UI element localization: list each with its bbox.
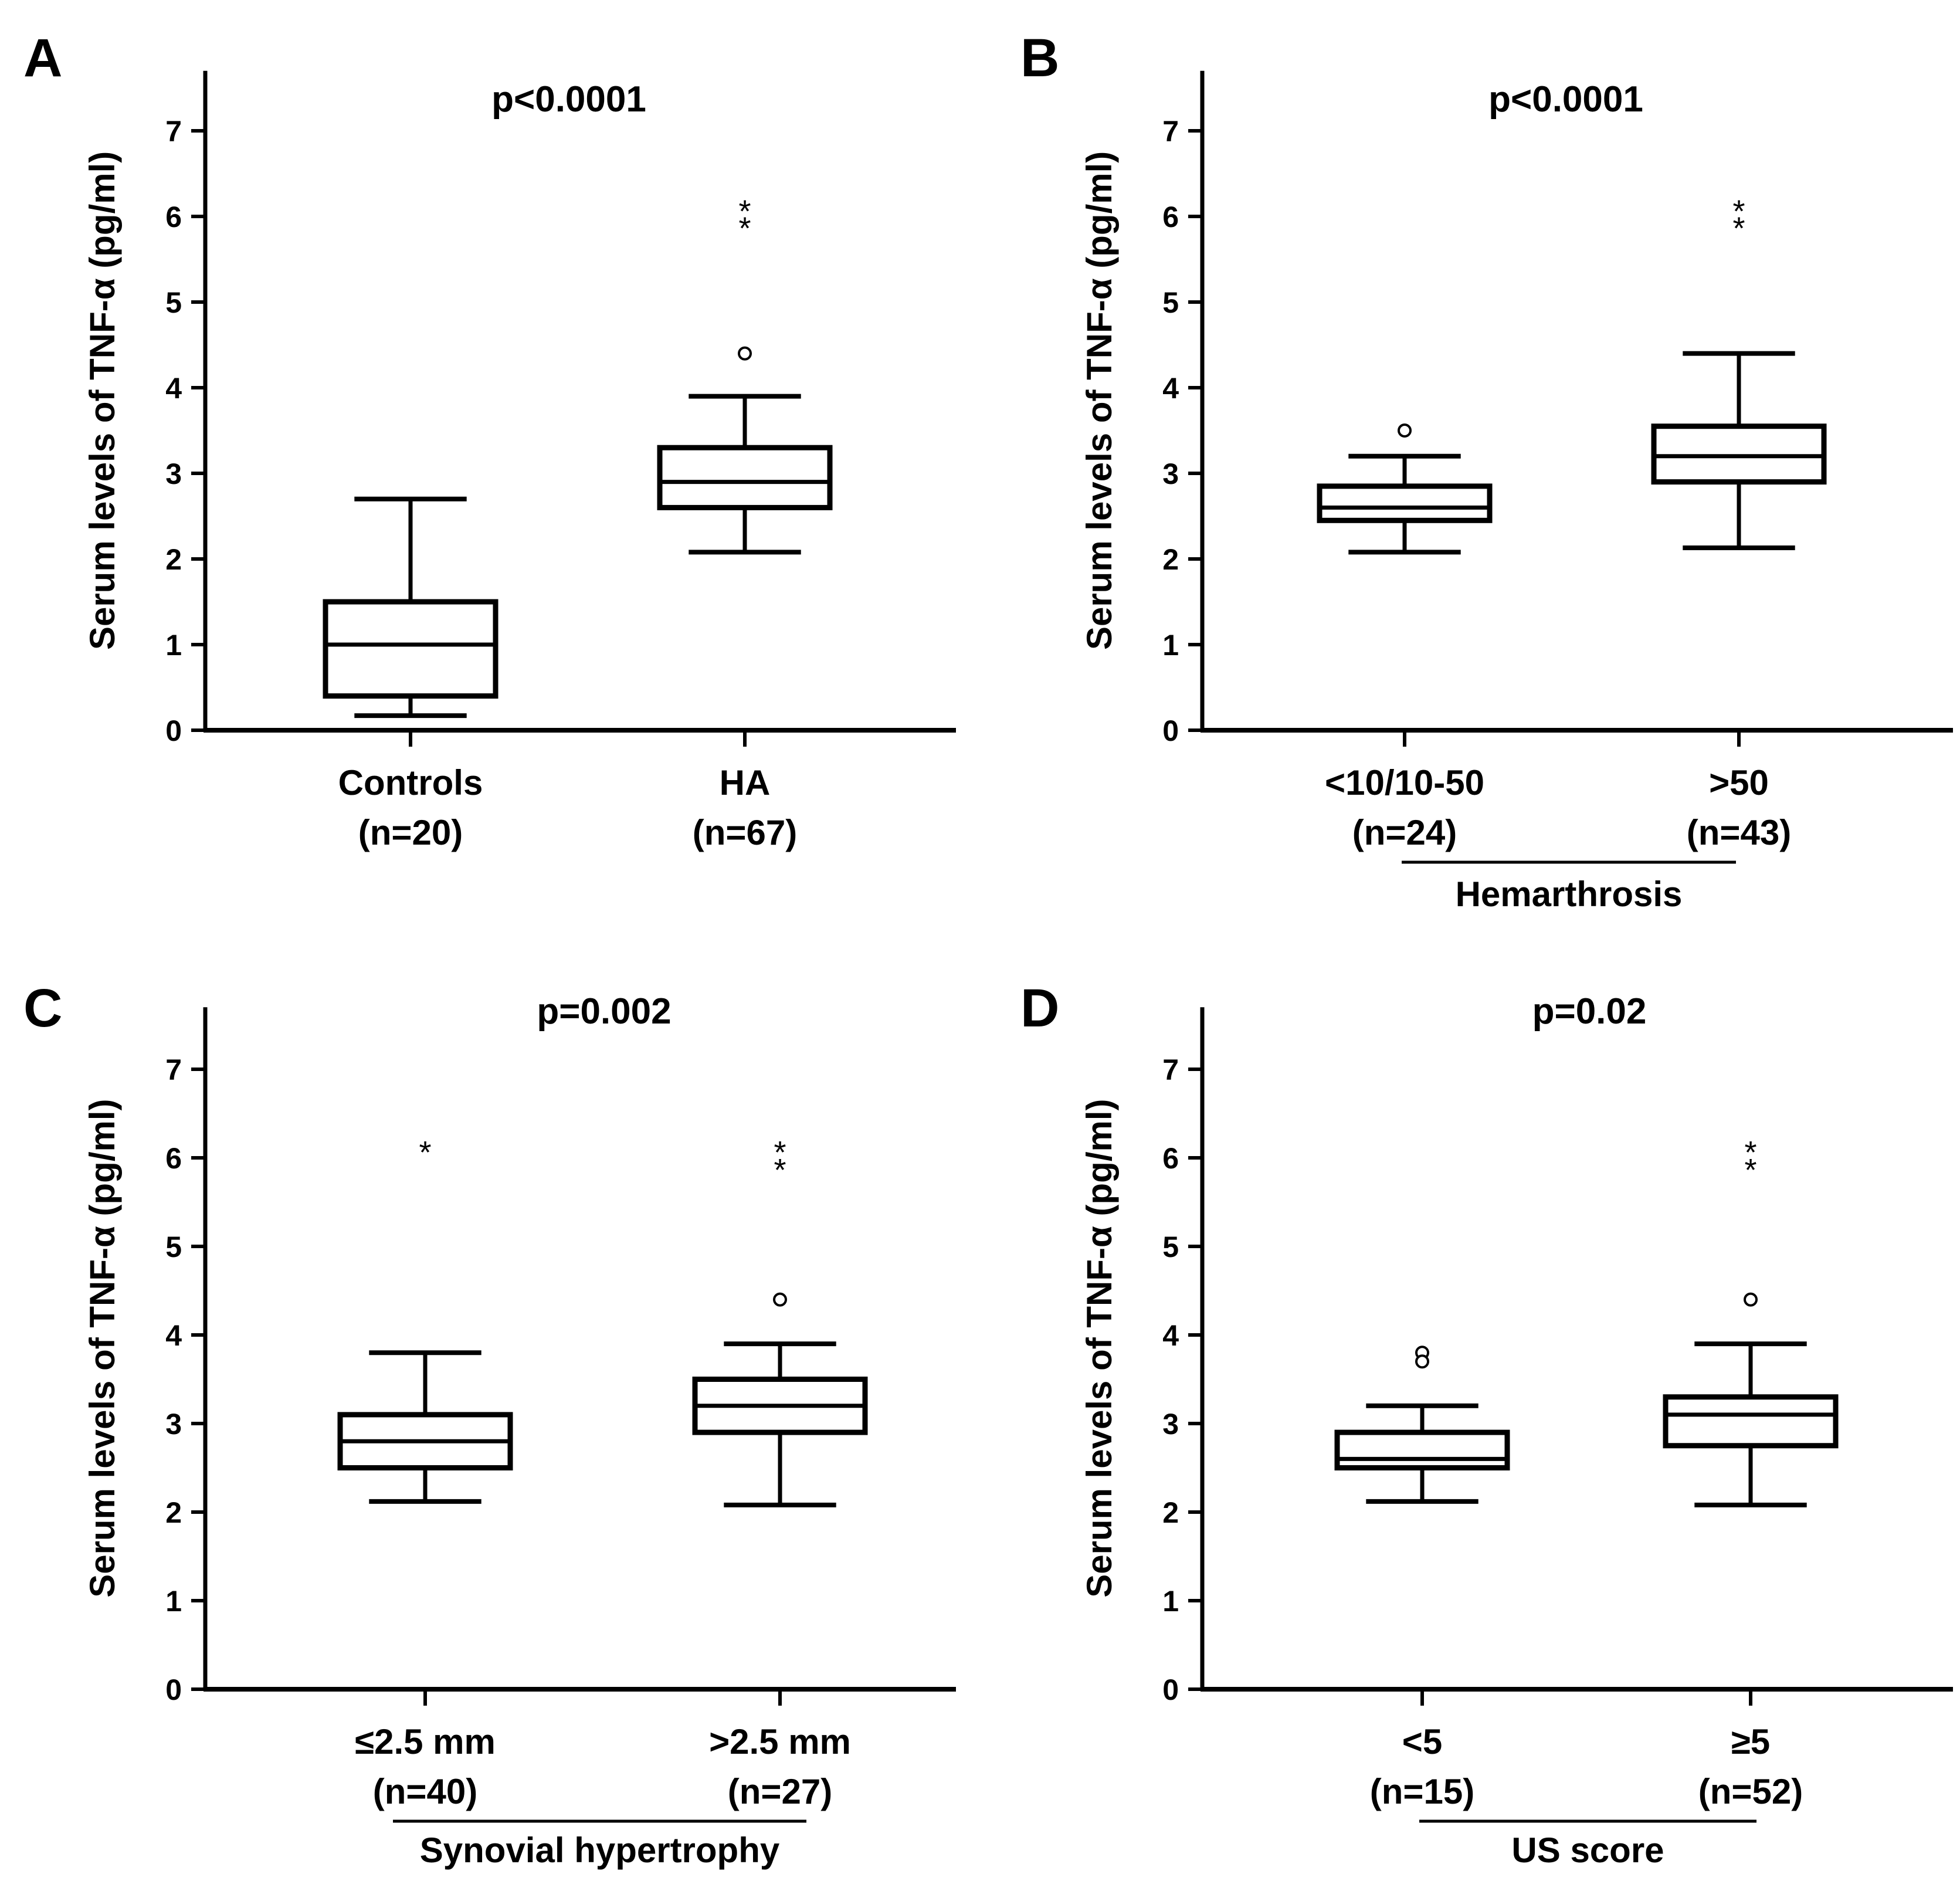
iqr-box [323, 599, 499, 699]
y-tick-label: 5 [165, 1231, 182, 1263]
panel-letter: D [1020, 978, 1059, 1038]
category-n-label: (n=40) [373, 1772, 477, 1811]
category-n-label: (n=67) [693, 813, 797, 852]
p-value: p<0.0001 [491, 79, 646, 120]
y-tick-label: 6 [165, 201, 182, 233]
y-tick-label: 1 [165, 1585, 182, 1618]
category-label: <10/10-50 [1325, 763, 1484, 802]
category-n-label: (n=15) [1370, 1772, 1474, 1811]
group-label: Hemarthrosis [1456, 875, 1683, 914]
y-tick-label: 1 [165, 629, 182, 662]
p-value: p=0.002 [537, 991, 671, 1032]
category-label: ≥5 [1731, 1722, 1770, 1761]
box-2: ** >50 (n=43) [1651, 194, 1827, 852]
y-tick-label: 4 [165, 1319, 182, 1352]
extreme-point: * [738, 211, 751, 246]
extreme-point: * [774, 1153, 786, 1188]
y-tick-label: 4 [1162, 1319, 1179, 1352]
category-n-label: (n=43) [1687, 813, 1791, 852]
p-value: p=0.02 [1532, 991, 1647, 1032]
category-label: HA [720, 763, 771, 802]
y-tick-label: 3 [165, 1408, 182, 1441]
y-tick-label: 6 [1162, 201, 1179, 233]
box-1: * ≤2.5 mm (n=40) [337, 1135, 513, 1811]
y-tick-label: 4 [1162, 372, 1179, 405]
panel-letter: C [23, 978, 62, 1038]
panel-b: Bp<0.0001 Serum levels of TNF-α (pg/ml) 0 1… [1020, 28, 1953, 914]
y-tick-label: 7 [165, 1053, 182, 1086]
category-n-label: (n=52) [1698, 1772, 1803, 1811]
y-tick-label: 7 [1162, 115, 1179, 148]
p-value: p<0.0001 [1488, 79, 1643, 120]
y-tick-label: 5 [165, 286, 182, 319]
box-1: <5 (n=15) [1334, 1346, 1510, 1811]
y-axis-label: Serum levels of TNF-α (pg/ml) [1080, 151, 1119, 650]
y-tick-label: 2 [165, 543, 182, 576]
y-tick-label: 7 [1162, 1053, 1179, 1086]
box-2: ** >2.5 mm (n=27) [692, 1135, 868, 1811]
category-n-label: (n=27) [728, 1772, 832, 1811]
category-label: >50 [1709, 763, 1769, 802]
y-tick-label: 2 [1162, 1496, 1179, 1529]
y-tick-label: 4 [165, 372, 182, 405]
group-label: Synovial hypertrophy [420, 1831, 780, 1870]
iqr-box [657, 445, 833, 510]
y-tick-label: 5 [1162, 286, 1179, 319]
y-tick-label: 5 [1162, 1231, 1179, 1263]
extreme-point: * [1732, 211, 1745, 246]
panel-letter: A [23, 28, 62, 88]
panel-a: Ap<0.0001 Serum levels of TNF-α (pg/ml) 0 1… [23, 28, 956, 852]
y-tick-label: 6 [1162, 1142, 1179, 1175]
y-tick-label: 3 [1162, 1408, 1179, 1441]
outlier-point [773, 1292, 787, 1307]
y-axis-label: Serum levels of TNF-α (pg/ml) [1080, 1099, 1119, 1597]
y-tick-label: 0 [1162, 714, 1179, 747]
category-label: ≤2.5 mm [355, 1722, 496, 1761]
y-tick-label: 1 [1162, 629, 1179, 662]
y-tick-label: 0 [165, 714, 182, 747]
extreme-point: * [774, 1135, 786, 1170]
box-2: ** ≥5 (n=52) [1663, 1135, 1839, 1811]
extreme-point: * [1732, 194, 1745, 229]
iqr-box [1334, 1429, 1510, 1471]
box-1: Controls (n=20) [323, 496, 499, 852]
y-tick-label: 2 [165, 1496, 182, 1529]
outlier-point [1744, 1292, 1758, 1307]
extreme-point: * [738, 194, 751, 229]
y-tick-label: 0 [1162, 1673, 1179, 1706]
y-tick-label: 0 [165, 1673, 182, 1706]
extreme-point: * [1744, 1135, 1756, 1170]
box-2: ** HA (n=67) [657, 194, 833, 852]
iqr-box [1651, 423, 1827, 485]
y-axis-label: Serum levels of TNF-α (pg/ml) [83, 151, 122, 650]
outlier-point [1415, 1354, 1429, 1369]
panel-letter: B [1020, 28, 1059, 88]
y-tick-label: 2 [1162, 543, 1179, 576]
group-label: US score [1511, 1831, 1664, 1870]
y-tick-label: 7 [165, 115, 182, 148]
extreme-point: * [1744, 1153, 1756, 1188]
category-label: Controls [338, 763, 483, 802]
category-n-label: (n=24) [1352, 813, 1457, 852]
y-tick-label: 6 [165, 1142, 182, 1175]
category-label: <5 [1402, 1722, 1442, 1761]
y-tick-label: 3 [1162, 458, 1179, 490]
iqr-box [1663, 1394, 1839, 1449]
y-axis-label: Serum levels of TNF-α (pg/ml) [83, 1099, 122, 1597]
outlier-point [1398, 423, 1412, 438]
y-tick-label: 1 [1162, 1585, 1179, 1618]
extreme-point: * [419, 1135, 431, 1170]
box-1: <10/10-50 (n=24) [1317, 423, 1493, 852]
outlier-point [738, 346, 752, 361]
iqr-box [1317, 483, 1493, 523]
category-label: >2.5 mm [709, 1722, 851, 1761]
y-tick-label: 3 [165, 458, 182, 490]
category-n-label: (n=20) [358, 813, 463, 852]
